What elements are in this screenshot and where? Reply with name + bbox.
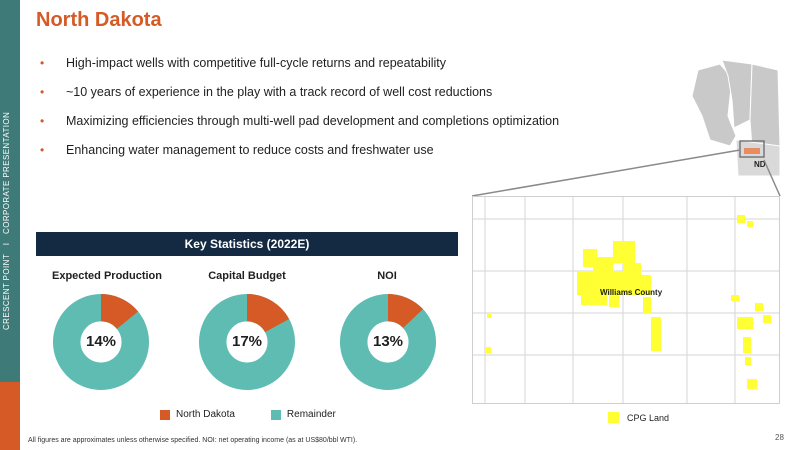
bullet-item: ~10 years of experience in the play with… bbox=[40, 85, 640, 114]
donut-legend: North Dakota Remainder bbox=[160, 409, 372, 420]
land-parcel bbox=[737, 215, 745, 223]
legend-label: North Dakota bbox=[176, 409, 235, 420]
detail-map bbox=[472, 196, 780, 404]
map-legend: CPG Land bbox=[608, 412, 669, 423]
donut-chart-svg bbox=[198, 293, 296, 391]
sidebar-accent bbox=[0, 382, 20, 450]
cpg-land-swatch bbox=[608, 412, 619, 423]
footnote: All figures are approximates unless othe… bbox=[28, 437, 358, 444]
land-parcel bbox=[745, 357, 751, 365]
land-parcel bbox=[731, 295, 739, 301]
land-parcel bbox=[609, 295, 619, 307]
nd-highlight bbox=[744, 148, 760, 154]
land-parcel bbox=[623, 263, 641, 293]
sidebar-caption: CRESCENT POINT I CORPORATE PRESENTATION bbox=[2, 30, 11, 330]
land-parcel bbox=[737, 317, 753, 329]
donut-value-label: 17% bbox=[231, 333, 263, 350]
company-name: CRESCENT POINT bbox=[2, 253, 11, 330]
donut-chart-svg bbox=[339, 293, 437, 391]
page-title: North Dakota bbox=[36, 9, 162, 31]
land-parcel bbox=[755, 303, 763, 311]
donut-nd-slice bbox=[339, 293, 437, 391]
donut-title-production: Expected Production bbox=[51, 270, 163, 282]
cpg-land-parcels bbox=[485, 215, 771, 389]
legend-label: Remainder bbox=[286, 409, 336, 420]
land-parcel bbox=[643, 297, 651, 313]
county-label: Williams County bbox=[600, 288, 663, 297]
state-shape bbox=[735, 139, 780, 176]
bullet-item: High-impact wells with competitive full-… bbox=[40, 56, 640, 85]
land-parcel bbox=[651, 317, 661, 351]
land-parcel bbox=[613, 241, 635, 263]
bullet-item: Enhancing water management to reduce cos… bbox=[40, 143, 640, 172]
bullet-item: Maximizing efficiencies through multi-we… bbox=[40, 114, 640, 143]
page-number: 28 bbox=[775, 433, 784, 442]
donut-nd-slice bbox=[52, 293, 150, 391]
land-parcel bbox=[747, 221, 753, 227]
presentation-name: CORPORATE PRESENTATION bbox=[2, 111, 11, 234]
donut-value-label: 14% bbox=[85, 333, 117, 350]
land-parcel bbox=[637, 275, 651, 295]
land-parcel bbox=[763, 315, 771, 323]
donut-title-noi: NOI bbox=[377, 270, 397, 282]
donut-chart-svg bbox=[52, 293, 150, 391]
land-parcel bbox=[747, 379, 757, 389]
donut-noi: 13% bbox=[339, 293, 437, 391]
bullet-list: High-impact wells with competitive full-… bbox=[40, 56, 640, 172]
locator-map bbox=[691, 59, 780, 176]
land-parcel bbox=[593, 257, 613, 271]
township-grid bbox=[473, 197, 779, 403]
land-parcel bbox=[485, 347, 491, 353]
land-parcel bbox=[743, 337, 751, 353]
legend-swatch bbox=[270, 409, 281, 420]
detail-map-svg bbox=[473, 197, 779, 403]
nd-locator-box bbox=[739, 140, 765, 158]
key-stats-header: Key Statistics (2022E) bbox=[36, 232, 458, 256]
legend-item-remainder: Remainder bbox=[270, 409, 336, 420]
cpg-land-label: CPG Land bbox=[627, 412, 670, 423]
donut-value-label: 13% bbox=[372, 333, 404, 350]
land-parcel bbox=[581, 293, 607, 305]
donut-production: 14% bbox=[52, 293, 150, 391]
separator: I bbox=[2, 242, 11, 246]
sidebar-band bbox=[0, 0, 20, 450]
donut-title-capital: Capital Budget bbox=[208, 270, 286, 282]
donut-capital: 17% bbox=[198, 293, 296, 391]
donut-remainder-slice bbox=[198, 293, 296, 391]
land-parcel bbox=[487, 313, 491, 318]
legend-swatch bbox=[160, 409, 170, 420]
legend-item-north-dakota: North Dakota bbox=[160, 409, 235, 420]
state-label: ND bbox=[754, 160, 766, 169]
province-shape bbox=[749, 63, 780, 149]
